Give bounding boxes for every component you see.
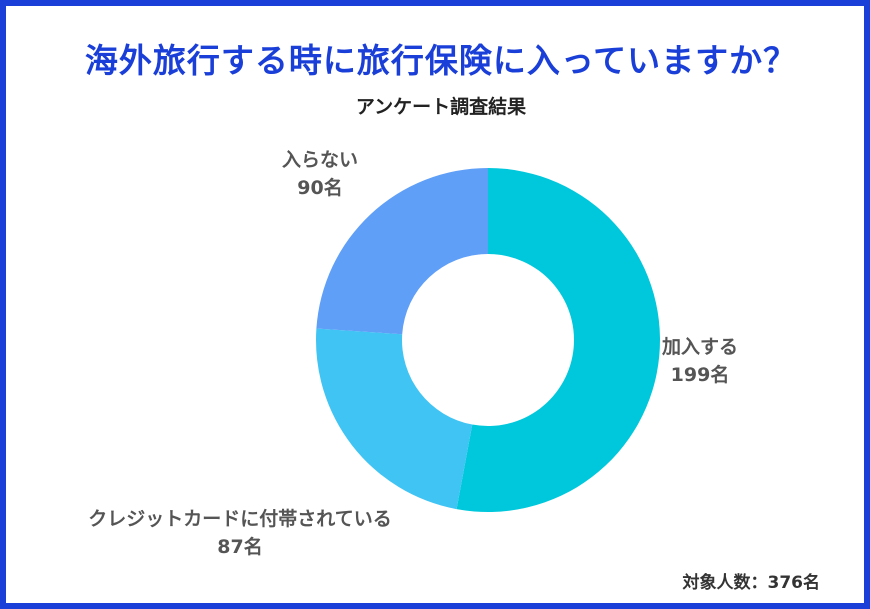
- chart-subtitle: アンケート調査結果: [355, 96, 527, 118]
- slice-label-name: クレジットカードに付帯されている: [88, 508, 392, 530]
- label-クレジットカードに付帯されている: クレジットカードに付帯されている 87名: [40, 505, 440, 561]
- respondent-count: 対象人数：376名: [682, 573, 821, 593]
- label-入らない: 入らない 90名: [260, 146, 380, 202]
- slice-label-value: 87名: [217, 536, 263, 558]
- chart-title: 海外旅行する時に旅行保険に入っていますか？: [84, 41, 798, 80]
- slice-クレジットカードに付帯されている: [316, 328, 473, 510]
- slice-入らない: [316, 168, 488, 335]
- slice-label-value: 199名: [670, 364, 730, 386]
- slice-label-value: 90名: [297, 177, 343, 199]
- label-加入する: 加入する 199名: [640, 333, 760, 389]
- slice-加入する: [456, 168, 660, 512]
- slice-label-name: 加入する: [661, 336, 738, 358]
- slice-label-name: 入らない: [281, 149, 358, 171]
